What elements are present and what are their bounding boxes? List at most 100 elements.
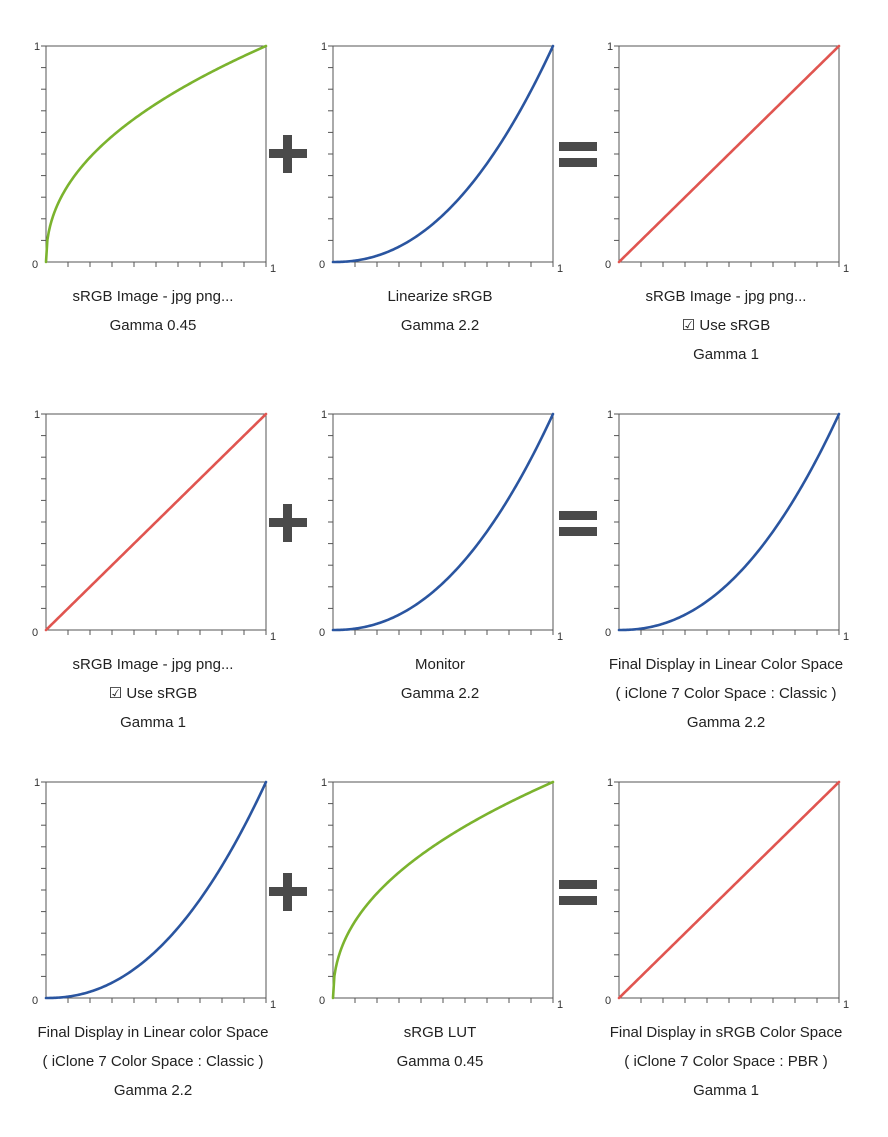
y-max-label: 1 [34,777,40,789]
plus-sign [268,503,308,543]
x-max-label: 1 [270,263,276,275]
gamma-curve [331,44,555,264]
gamma-curve [331,412,555,632]
caption-line: Gamma 2.2 [400,317,480,334]
plus-vertical-bar [283,135,292,173]
plot-frame [332,781,554,999]
caption-line: ( iClone 7 Color Space : Classic ) [615,685,837,702]
x-max-label: 1 [557,631,563,643]
chart-svg: 1 0 1 [32,41,276,275]
caption-line: sRGB LUT [403,1024,477,1041]
chart-svg: 1 0 1 [319,409,563,643]
caption-line: Gamma 2.2 [400,685,480,702]
chart-caption: Final Display in Linear Color Space ( iCl… [581,650,871,737]
x-max-label: 1 [843,263,849,275]
chart-caption: Monitor Gamma 2.2 [295,650,585,708]
chart-caption: Final Display in sRGB Color Space ( iClon… [581,1018,871,1105]
gamma-curve [44,412,268,632]
chart-panel-4: 1 0 1 sRGB Image - jpg png... ☑ Use sRGB Gamm… [8,408,298,738]
caption-line: ☑ Use sRGB [681,317,771,334]
caption-line: ( iClone 7 Color Space : PBR ) [624,1053,828,1070]
plot-frame [618,413,840,631]
equals-sign [558,503,598,543]
chart-caption: Final Display in Linear color Space ( iCl… [8,1018,298,1105]
chart-panel-6: 1 0 1 Final Display in Linear Color Space ( … [581,408,871,738]
y-max-label: 1 [607,409,613,421]
gamma-curve [617,44,841,264]
caption-line: Gamma 0.45 [109,317,197,334]
caption-line: Final Display in Linear color Space [37,1024,269,1041]
caption-line: sRGB Image - jpg png... [645,288,807,305]
plus-vertical-bar [283,504,292,542]
chart-panel-3: 1 0 1 sRGB Image - jpg png... ☑ Use sRGB Gamm… [581,40,871,370]
y-max-label: 1 [321,777,327,789]
plot-frame [45,45,267,263]
x-max-label: 1 [270,631,276,643]
plus-vertical-bar [283,873,292,911]
caption-line: sRGB Image - jpg png... [72,288,234,305]
gamma-curve [617,412,841,632]
y-max-label: 1 [321,409,327,421]
origin-label: 0 [319,259,325,271]
origin-label: 0 [32,627,38,639]
caption-line: Final Display in Linear Color Space [608,656,844,673]
equals-top-bar [559,880,597,889]
caption-line: Linearize sRGB [387,288,493,305]
origin-label: 0 [319,627,325,639]
x-max-label: 1 [557,263,563,275]
origin-label: 0 [605,259,611,271]
plot-frame [332,413,554,631]
equals-bottom-bar [559,527,597,536]
chart-panel-1: 1 0 1 sRGB Image - jpg png... Gamma 0.45 [8,40,298,370]
origin-label: 0 [32,259,38,271]
y-max-label: 1 [34,409,40,421]
chart-svg: 1 0 1 [319,777,563,1011]
chart-svg: 1 0 1 [605,41,849,275]
caption-line: sRGB Image - jpg png... [72,656,234,673]
chart-panel-8: 1 0 1 sRGB LUT Gamma 0.45 [295,776,585,1106]
origin-label: 0 [319,995,325,1007]
chart-svg: 1 0 1 [32,409,276,643]
caption-line: Gamma 1 [693,346,759,363]
x-max-label: 1 [557,999,563,1011]
origin-label: 0 [605,995,611,1007]
chart-caption: sRGB Image - jpg png... Gamma 0.45 [8,282,298,340]
x-max-label: 1 [843,631,849,643]
plus-sign [268,134,308,174]
y-max-label: 1 [34,41,40,53]
y-max-label: 1 [321,41,327,53]
chart-caption: sRGB Image - jpg png... ☑ Use sRGB Gamma 1 [8,650,298,737]
caption-line: Gamma 0.45 [396,1053,484,1070]
gamma-curve [617,780,841,1000]
chart-caption: Linearize sRGB Gamma 2.2 [295,282,585,340]
origin-label: 0 [32,995,38,1007]
equals-bottom-bar [559,158,597,167]
plot-frame [332,45,554,263]
chart-panel-5: 1 0 1 Monitor Gamma 2.2 [295,408,585,738]
chart-panel-7: 1 0 1 Final Display in Linear color Space ( … [8,776,298,1106]
x-max-label: 1 [270,999,276,1011]
gamma-curve [331,780,555,1000]
plus-sign [268,872,308,912]
equals-top-bar [559,511,597,520]
chart-panel-9: 1 0 1 Final Display in sRGB Color Space ( iC… [581,776,871,1106]
x-max-label: 1 [843,999,849,1011]
y-max-label: 1 [607,777,613,789]
caption-line: ☑ Use sRGB [108,685,198,702]
caption-line: Gamma 1 [693,1082,759,1099]
caption-line: Gamma 1 [120,714,186,731]
caption-line: Gamma 2.2 [113,1082,193,1099]
caption-line: Gamma 2.2 [686,714,766,731]
equals-sign [558,872,598,912]
chart-svg: 1 0 1 [605,409,849,643]
gamma-curve [44,780,268,1000]
caption-line: Final Display in sRGB Color Space [609,1024,843,1041]
equals-top-bar [559,142,597,151]
origin-label: 0 [605,627,611,639]
equals-bottom-bar [559,896,597,905]
equals-sign [558,134,598,174]
chart-svg: 1 0 1 [319,41,563,275]
y-max-label: 1 [607,41,613,53]
gamma-curve [44,44,268,264]
chart-panel-2: 1 0 1 Linearize sRGB Gamma 2.2 [295,40,585,370]
